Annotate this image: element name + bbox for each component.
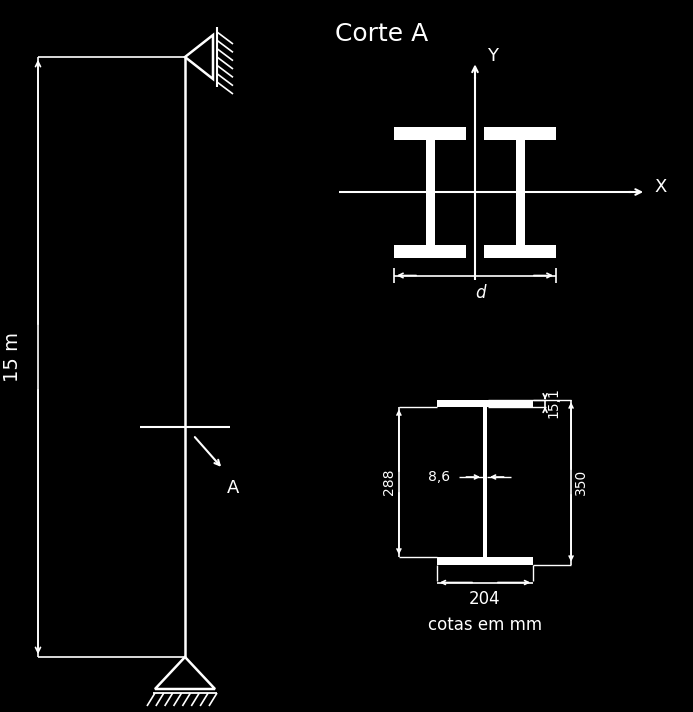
Text: 350: 350 [574, 469, 588, 495]
Bar [394, 127, 466, 140]
Text: A: A [227, 479, 239, 497]
Text: 8,6: 8,6 [428, 470, 450, 484]
Bar [394, 244, 466, 258]
Text: 15,1: 15,1 [546, 387, 560, 419]
Bar [484, 127, 556, 140]
Text: 204: 204 [469, 590, 501, 607]
Bar [516, 140, 525, 244]
Text: cotas em mm: cotas em mm [428, 615, 542, 634]
Text: d: d [475, 285, 485, 303]
Bar [483, 407, 487, 557]
Bar [484, 244, 556, 258]
Text: Y: Y [487, 48, 498, 66]
Text: 288: 288 [382, 468, 396, 496]
Text: Corte A: Corte A [335, 22, 428, 46]
Bar [437, 557, 533, 565]
Text: X: X [654, 178, 667, 196]
Bar [426, 140, 435, 244]
Bar [437, 399, 533, 407]
Text: 15 m: 15 m [3, 332, 22, 382]
